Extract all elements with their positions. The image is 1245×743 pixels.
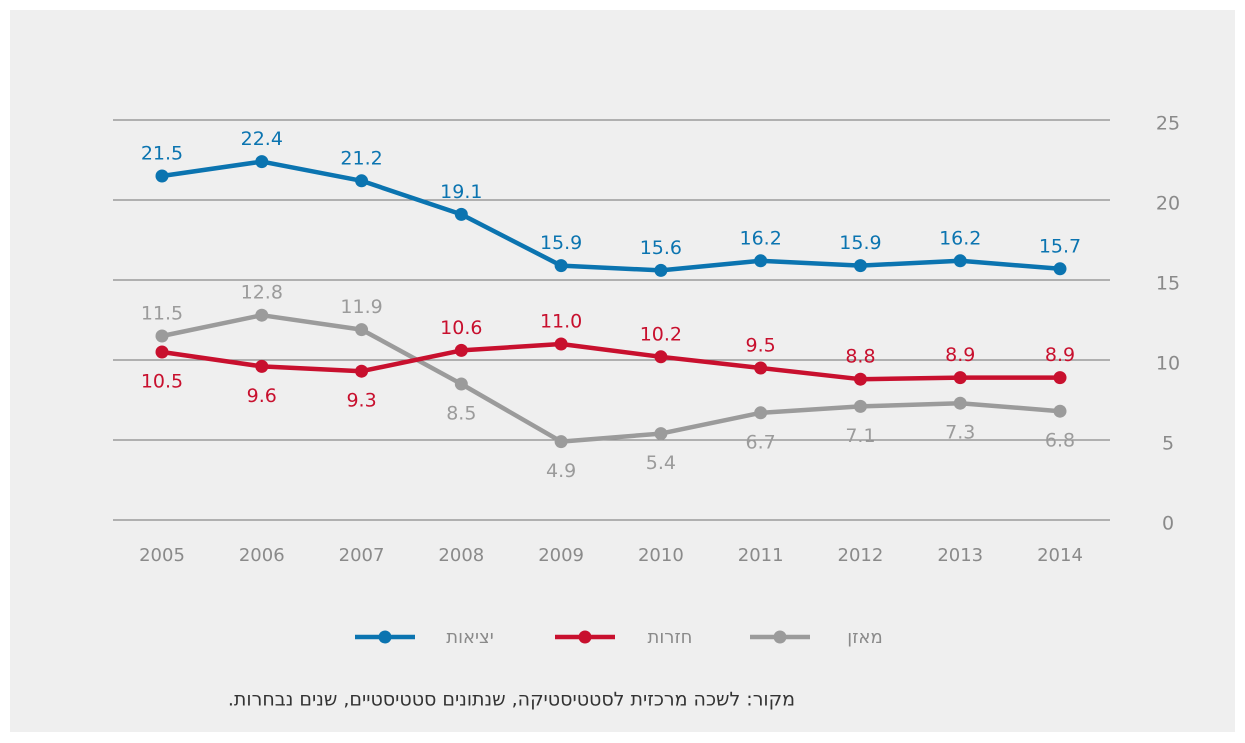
data-label: 8.9 (1045, 344, 1075, 366)
data-point (155, 345, 169, 359)
data-point (454, 343, 468, 357)
x-tick-label: 2012 (838, 545, 884, 566)
data-label: 4.9 (546, 460, 576, 482)
series-line (161, 312, 1061, 444)
data-point (654, 263, 668, 277)
y-tick-label: 20 (1156, 193, 1180, 215)
legend-marker (378, 630, 392, 644)
data-point (654, 350, 668, 364)
data-label: 16.2 (939, 227, 981, 249)
data-label: 5.4 (646, 452, 676, 474)
data-label: 8.8 (845, 346, 875, 368)
data-label: 21.2 (340, 147, 382, 169)
data-label: 10.5 (141, 371, 183, 393)
y-tick-label: 15 (1156, 273, 1180, 295)
data-label: 15.9 (540, 232, 582, 254)
data-point (853, 259, 867, 273)
data-point (355, 323, 369, 337)
y-tick-label: 25 (1156, 113, 1180, 135)
data-point (155, 329, 169, 343)
data-point (155, 169, 169, 183)
series-line (161, 159, 1061, 273)
data-label: 15.9 (839, 232, 881, 254)
data-point (754, 254, 768, 268)
data-label: 8.5 (446, 403, 476, 425)
data-label: 8.9 (945, 344, 975, 366)
legend-marker (773, 630, 787, 644)
legend-label: מאזן (847, 627, 882, 648)
x-tick-label: 2006 (239, 545, 285, 566)
panel (10, 10, 1235, 732)
data-label: 6.8 (1045, 430, 1075, 452)
legend-label: יציאות (446, 627, 494, 648)
data-point (255, 308, 269, 322)
x-tick-label: 2008 (438, 545, 484, 566)
data-label: 12.8 (241, 282, 283, 304)
data-point (654, 427, 668, 441)
data-point (953, 371, 967, 385)
data-point (853, 372, 867, 386)
data-point (1053, 404, 1067, 418)
data-point (554, 435, 568, 449)
data-point (754, 361, 768, 375)
y-tick-label: 10 (1156, 353, 1180, 375)
x-tick-label: 2007 (339, 545, 385, 566)
data-point (255, 359, 269, 373)
data-label: 10.6 (440, 317, 482, 339)
data-point (953, 254, 967, 268)
data-label: 19.1 (440, 181, 482, 203)
y-tick-label: 0 (1162, 513, 1174, 535)
data-label: 9.5 (746, 335, 776, 357)
x-tick-label: 2014 (1037, 545, 1083, 566)
data-point (554, 337, 568, 351)
data-label: 11.5 (141, 303, 183, 325)
data-point (1053, 262, 1067, 276)
data-label: 11.9 (340, 296, 382, 318)
data-label: 22.4 (241, 128, 283, 150)
data-point (953, 396, 967, 410)
data-label: 11.0 (540, 311, 582, 333)
data-label: 9.6 (247, 385, 277, 407)
series-line (161, 341, 1060, 382)
data-point (754, 406, 768, 420)
data-label: 15.7 (1039, 235, 1081, 257)
legend-marker (578, 630, 592, 644)
data-point (355, 364, 369, 378)
data-point (853, 399, 867, 413)
x-tick-label: 2010 (638, 545, 684, 566)
data-point (1053, 371, 1067, 385)
legend-label: חזרות (648, 627, 693, 648)
x-tick-label: 2009 (538, 545, 584, 566)
data-label: 9.3 (346, 390, 376, 412)
data-point (454, 377, 468, 391)
data-point (355, 174, 369, 188)
source-note: מקור: לשכה מרכזית לסטטיסטיקה, שנתונים סט… (228, 689, 795, 711)
data-label: 16.2 (740, 227, 782, 249)
x-tick-label: 2011 (738, 545, 784, 566)
data-label: 15.6 (640, 237, 682, 259)
data-label: 10.2 (640, 323, 682, 345)
x-tick-label: 2005 (139, 545, 185, 566)
data-label: 6.7 (746, 431, 776, 453)
data-label: 7.3 (945, 422, 975, 444)
y-tick-label: 5 (1162, 433, 1174, 455)
x-tick-label: 2013 (937, 545, 983, 566)
data-point (454, 207, 468, 221)
data-point (255, 155, 269, 169)
data-label: 7.1 (845, 425, 875, 447)
data-point (554, 259, 568, 273)
data-label: 21.5 (141, 143, 183, 165)
